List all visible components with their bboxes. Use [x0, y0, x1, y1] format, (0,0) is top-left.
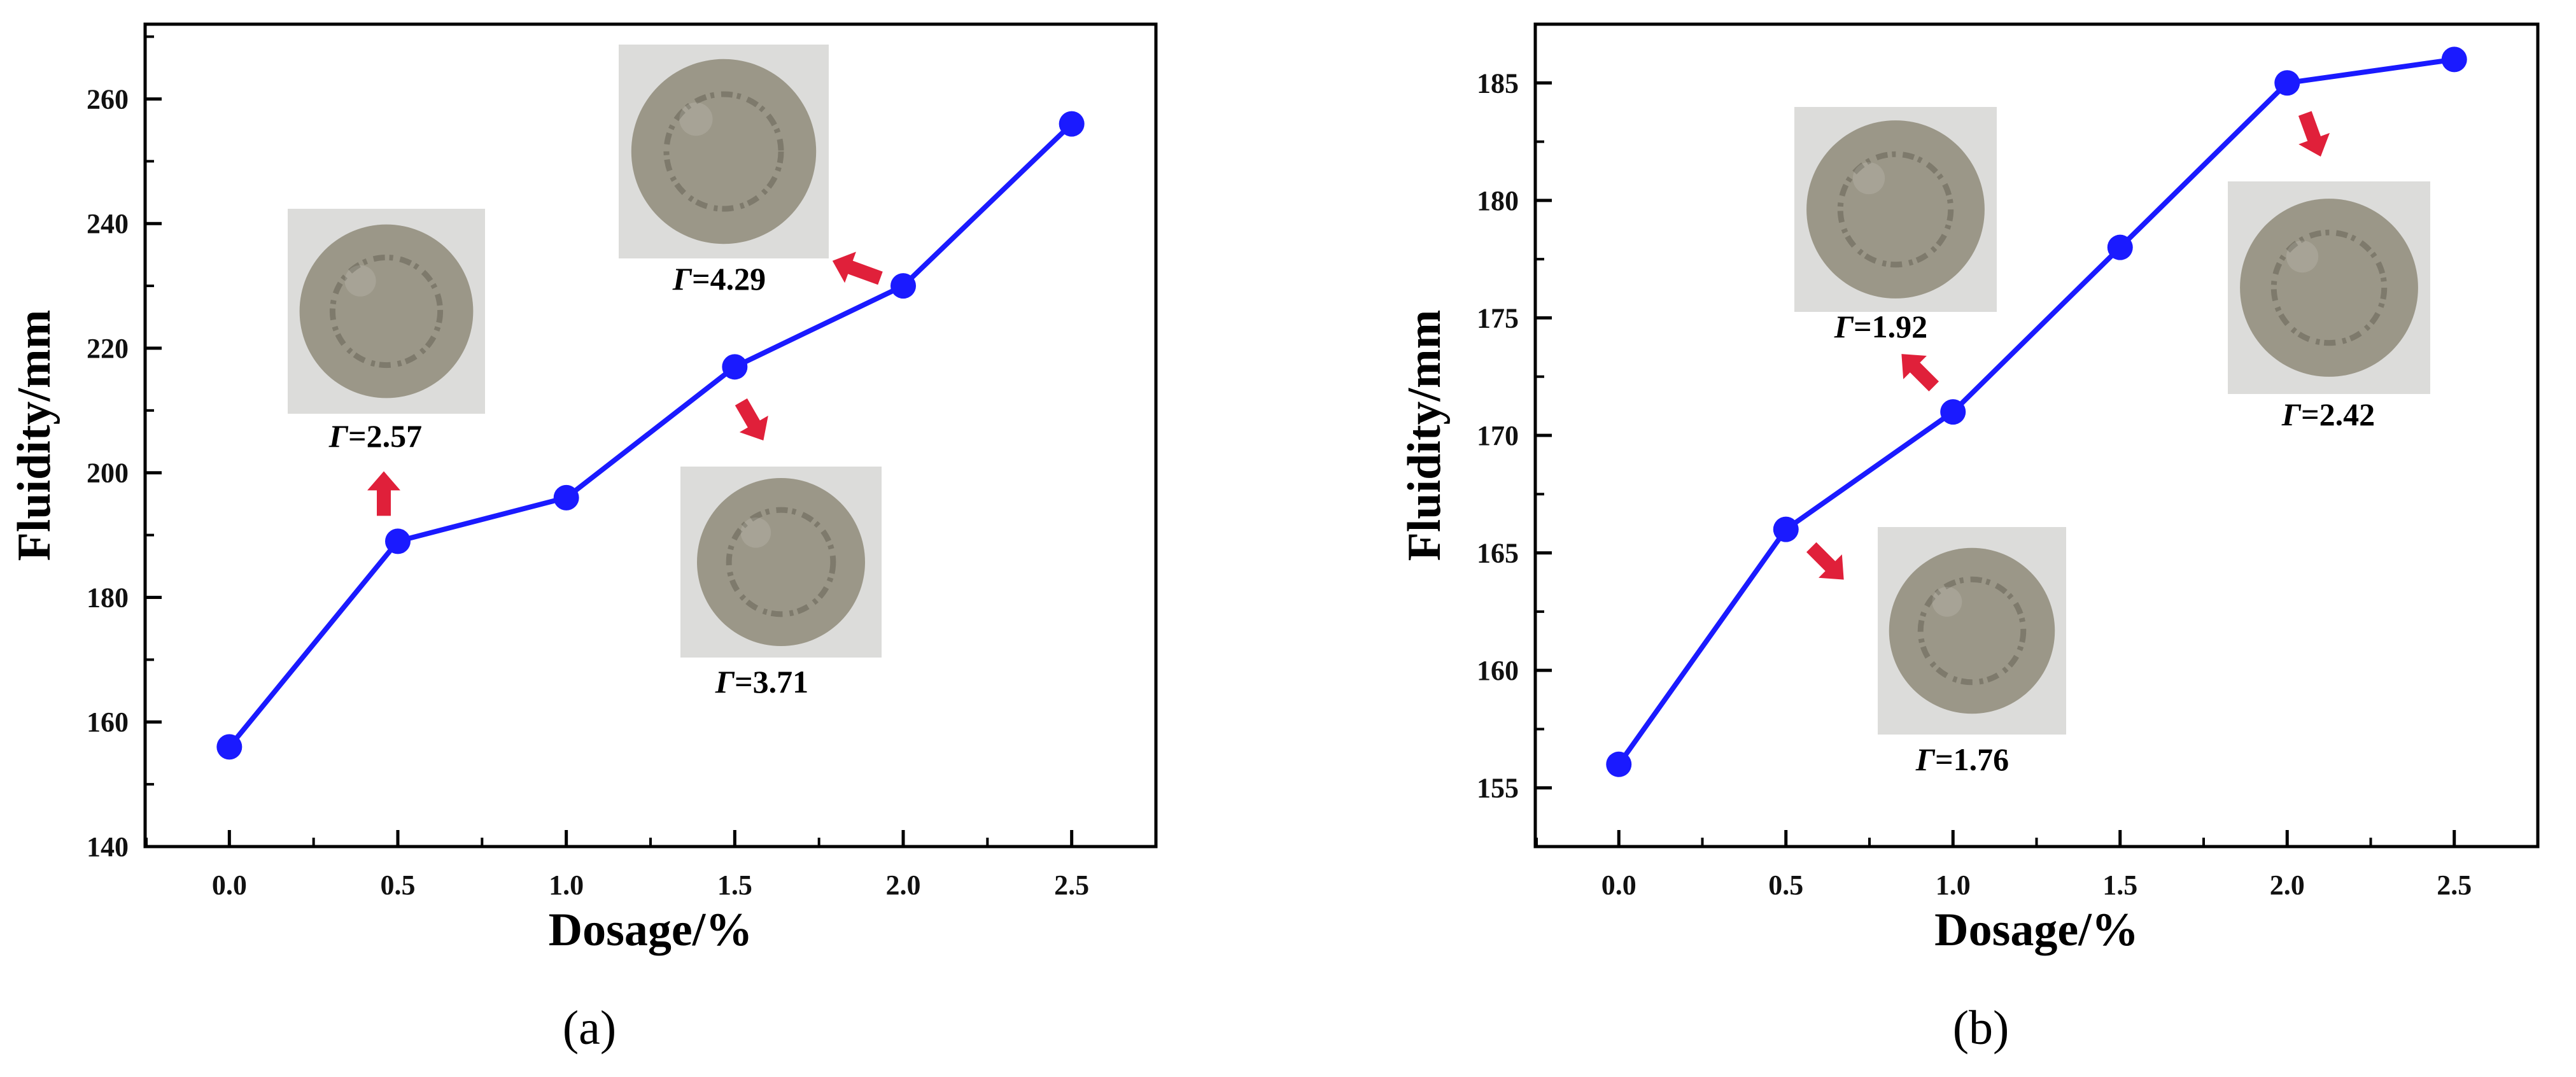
data-point: [1773, 516, 1799, 542]
arrow-shape: [1806, 542, 1844, 580]
y-tick-label: 220: [87, 333, 129, 364]
y-tick-label: 155: [1477, 773, 1519, 804]
y-tick-label: 185: [1477, 67, 1519, 99]
spread-disc-highlight: [679, 102, 713, 136]
data-point: [2274, 70, 2300, 96]
data-point: [2441, 46, 2467, 73]
data-point: [890, 273, 916, 299]
spread-disc: [697, 478, 865, 646]
red-arrow-icon: [367, 471, 400, 516]
spread-disc-ring: [329, 254, 444, 369]
x-tick-label: 1.0: [549, 869, 584, 901]
spread-disc-ring: [726, 507, 836, 617]
x-tick-label: 2.5: [2437, 869, 2472, 901]
spread-disc: [1889, 547, 2055, 714]
inset-annotation: Γ=2.42: [2228, 111, 2430, 432]
y-tick-label: 160: [1477, 655, 1519, 686]
data-point: [385, 528, 411, 554]
gamma-label: Γ=1.76: [1915, 742, 2009, 777]
spread-disc: [631, 59, 817, 244]
panel-label: (a): [563, 1001, 616, 1055]
spread-disc-ring: [663, 91, 784, 212]
y-tick-label: 165: [1477, 538, 1519, 569]
arrow-shape: [832, 251, 883, 285]
x-tick-label: 0.0: [212, 869, 247, 901]
spread-disc: [2240, 199, 2418, 377]
y-tick-label: 170: [1477, 420, 1519, 451]
inset-annotation: Γ=1.92: [1794, 107, 1997, 391]
y-tick-label: 175: [1477, 302, 1519, 334]
y-tick-label: 260: [87, 83, 129, 115]
y-tick-label: 200: [87, 458, 129, 489]
x-tick-label: 2.5: [1054, 869, 1089, 901]
x-tick-label: 2.0: [886, 869, 921, 901]
inset-annotation: Γ=4.29: [619, 45, 883, 297]
y-axis-title: Fluidity/mm: [1398, 310, 1451, 561]
spread-disc-ring: [1837, 151, 1954, 268]
inset-annotation: Γ=2.57: [288, 209, 485, 516]
data-point: [1606, 751, 1632, 777]
arrow-shape: [2298, 111, 2330, 157]
series-line: [227, 122, 1074, 749]
red-arrow-icon: [1806, 542, 1844, 580]
data-point: [216, 734, 243, 760]
y-tick-label: 240: [87, 208, 129, 239]
gamma-label: Γ=1.92: [1834, 309, 1927, 344]
data-point: [553, 484, 579, 510]
data-point: [722, 354, 748, 380]
y-axis-title: Fluidity/mm: [8, 310, 60, 561]
spread-disc-ring: [1917, 576, 2027, 686]
spread-disc: [299, 224, 474, 398]
spread-disc-ring: [2270, 229, 2388, 346]
spread-disc-highlight: [344, 265, 376, 297]
data-point: [1059, 111, 1085, 137]
red-arrow-icon: [832, 251, 883, 285]
arrow-shape: [1901, 354, 1939, 391]
red-arrow-icon: [2298, 111, 2330, 157]
spread-disc-highlight: [1932, 586, 1962, 617]
spread-disc-highlight: [2286, 240, 2319, 273]
panel-b-chart: 155 160 165 170 175 180 185 0.0 0.5 1.0 1.5 2.0 2.5 D…: [1398, 22, 2540, 1055]
series-line: [1616, 57, 2455, 766]
arrow-shape: [367, 471, 400, 516]
spread-disc-highlight: [1852, 162, 1885, 195]
x-tick-label: 0.5: [1768, 869, 1803, 901]
x-tick-label: 1.0: [1936, 869, 1971, 901]
arrow-shape: [735, 398, 768, 440]
y-tick-label: 160: [87, 707, 129, 738]
y-tick-label: 180: [87, 582, 129, 613]
spread-disc: [1806, 120, 1985, 299]
gamma-label: Γ=2.57: [328, 418, 422, 454]
spread-disc-highlight: [740, 517, 771, 548]
x-tick-label: 0.0: [1601, 869, 1636, 901]
x-tick-label: 2.0: [2270, 869, 2305, 901]
x-axis-title: Dosage/%: [549, 904, 753, 956]
x-axis-title: Dosage/%: [1934, 904, 2139, 956]
panel-a-chart: 140 160 180 200 220 240 260 0.0 0.5 1.0 1.5 2.0 2.5 D…: [8, 22, 1158, 1055]
panel-label: (b): [1953, 1001, 2009, 1055]
red-arrow-icon: [1901, 354, 1939, 391]
data-point: [1940, 399, 1966, 425]
gamma-label: Γ=3.71: [715, 664, 808, 700]
data-point: [2107, 234, 2133, 260]
y-tick-label: 140: [87, 831, 129, 862]
inset-annotation: Γ=3.71: [680, 398, 882, 700]
x-tick-label: 1.5: [717, 869, 752, 901]
y-tick-label: 180: [1477, 185, 1519, 216]
gamma-label: Γ=2.42: [2281, 397, 2375, 432]
inset-annotation: Γ=1.76: [1806, 527, 2066, 777]
red-arrow-icon: [735, 398, 768, 440]
gamma-label: Γ=4.29: [672, 261, 766, 297]
x-tick-label: 1.5: [2102, 869, 2137, 901]
x-tick-label: 0.5: [381, 869, 416, 901]
